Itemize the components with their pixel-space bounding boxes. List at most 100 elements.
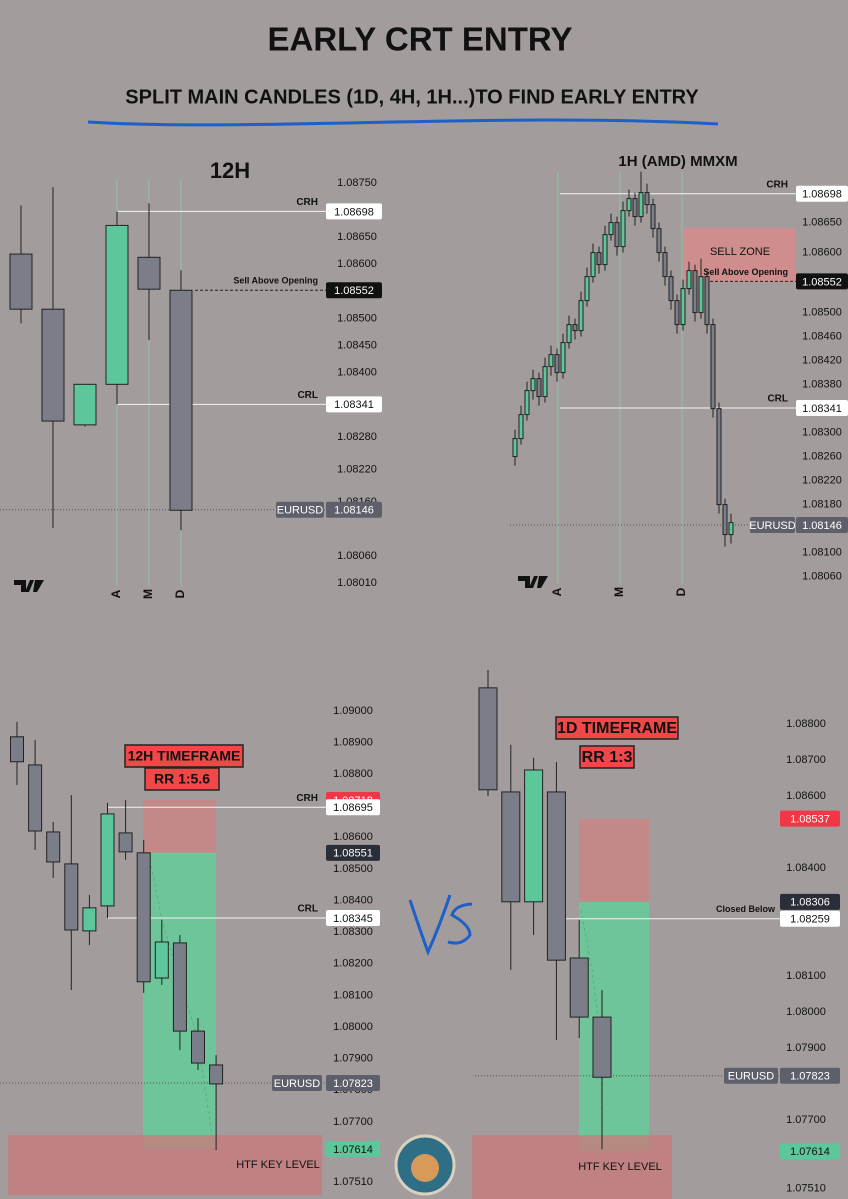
candle-body	[9, 253, 33, 310]
price-tag-label: 1.08698	[334, 206, 374, 218]
candle-body	[172, 942, 187, 1032]
chart: 1H (AMD) MMXM SELL ZONE A M D 1.08650 1.08600 1…	[510, 153, 848, 597]
candle-body	[542, 366, 548, 398]
candle-body	[554, 354, 560, 374]
level-label: CRH	[296, 793, 318, 804]
symbol-tag	[724, 1067, 778, 1084]
price-tag	[326, 282, 382, 299]
candle-body	[73, 383, 97, 426]
candle-body	[662, 252, 668, 278]
chart-title: 12H	[210, 158, 250, 183]
candle-body	[578, 300, 584, 332]
zone	[683, 228, 795, 282]
candle-body	[136, 852, 151, 983]
level-label: CRL	[767, 394, 788, 405]
y-tick-label: 1.08260	[802, 451, 842, 463]
level-label: CRL	[297, 390, 318, 401]
candle-body	[28, 764, 43, 832]
candle-body	[10, 736, 24, 763]
candle-body	[674, 300, 680, 326]
last-price-label: 1.08146	[334, 505, 374, 517]
y-tick-label: 1.08200	[333, 958, 373, 970]
candle-body	[620, 210, 626, 248]
price-tag-label: 1.08259	[790, 914, 830, 926]
y-tick-label: 1.08500	[333, 863, 373, 875]
candle-body	[710, 324, 716, 410]
price-tag-label: 1.07614	[333, 1144, 373, 1156]
candle-body	[668, 276, 674, 302]
level-label: CRH	[766, 179, 788, 190]
candle-body	[614, 222, 620, 248]
candle-body	[501, 791, 521, 903]
price-tag-label: 1.08551	[333, 848, 373, 860]
level-label: Closed Below	[716, 904, 776, 914]
candle-body	[118, 832, 133, 853]
zone	[579, 818, 649, 902]
y-tick-label: 1.08400	[786, 862, 826, 874]
y-tick-label: 1.07900	[786, 1042, 826, 1054]
candle-body	[105, 224, 129, 385]
last-price-label: 1.08146	[802, 520, 842, 532]
tv-logo	[518, 576, 548, 588]
y-tick-label: 1.07700	[786, 1114, 826, 1126]
y-tick-label: 1.08400	[337, 366, 377, 378]
price-tag	[796, 400, 848, 416]
page-subtitle: SPLIT MAIN CANDLES (1D, 4H, 1H...)TO FIN…	[125, 86, 699, 108]
tv-logo-shape	[14, 580, 44, 592]
y-tick-label: 1.08100	[333, 989, 373, 1001]
zone-label: HTF KEY LEVEL	[578, 1161, 662, 1173]
candle-body	[169, 289, 193, 511]
price-tag-label: 1.08698	[802, 189, 842, 201]
y-tick-label: 1.08600	[786, 790, 826, 802]
last-price-label: 1.07823	[333, 1078, 373, 1090]
candle-body	[64, 863, 79, 931]
y-tick-label: 1.08060	[802, 571, 842, 583]
y-tick-label: 1.08380	[802, 379, 842, 391]
candle-body	[590, 252, 596, 278]
phase-label: D	[173, 589, 187, 598]
y-tick-label: 1.08600	[802, 247, 842, 259]
y-tick-label: 1.07700	[333, 1116, 373, 1128]
symbol-label: EURUSD	[274, 1078, 321, 1090]
level-label: Sell Above Opening	[703, 267, 788, 277]
phase-label: M	[612, 587, 626, 597]
y-tick-label: 1.08000	[333, 1021, 373, 1033]
candle-body	[592, 1016, 612, 1078]
candle-body	[518, 414, 524, 440]
price-tag-label: 1.08695	[333, 802, 373, 814]
symbol-tag	[276, 501, 324, 518]
price-tag-label: 1.07614	[790, 1146, 830, 1158]
last-price-tag	[780, 1067, 840, 1084]
symbol-label: EURUSD	[749, 520, 796, 532]
y-tick-label: 1.08060	[337, 550, 377, 562]
candle-body	[692, 270, 698, 314]
zone	[579, 901, 649, 1152]
chart-title: 1D TIMEFRAME	[557, 720, 677, 737]
candle-body	[524, 390, 530, 416]
candle-body	[524, 769, 544, 903]
zone	[8, 1135, 322, 1196]
last-price-tag	[796, 517, 848, 533]
y-tick-label: 1.08600	[333, 831, 373, 843]
vs-mark: VS	[408, 894, 473, 957]
candle-body	[728, 522, 734, 536]
candle-body	[698, 276, 704, 314]
candle-body	[100, 813, 115, 907]
candle-body	[626, 198, 632, 212]
candle-body	[584, 276, 590, 302]
level-label: Sell Above Opening	[233, 276, 318, 286]
candle-body	[512, 438, 518, 458]
candle-body	[644, 192, 650, 206]
price-tag	[326, 396, 382, 413]
candle-body	[566, 324, 572, 344]
price-tag	[780, 1143, 840, 1160]
candle-body	[46, 831, 61, 863]
candle-body	[154, 941, 169, 979]
last-price-tag	[326, 501, 382, 518]
y-tick-label: 1.08000	[786, 1006, 826, 1018]
candle-body	[530, 378, 536, 392]
subtitle-box	[579, 745, 635, 769]
y-tick-label: 1.08180	[802, 499, 842, 511]
price-tag-label: 1.08552	[802, 276, 842, 288]
